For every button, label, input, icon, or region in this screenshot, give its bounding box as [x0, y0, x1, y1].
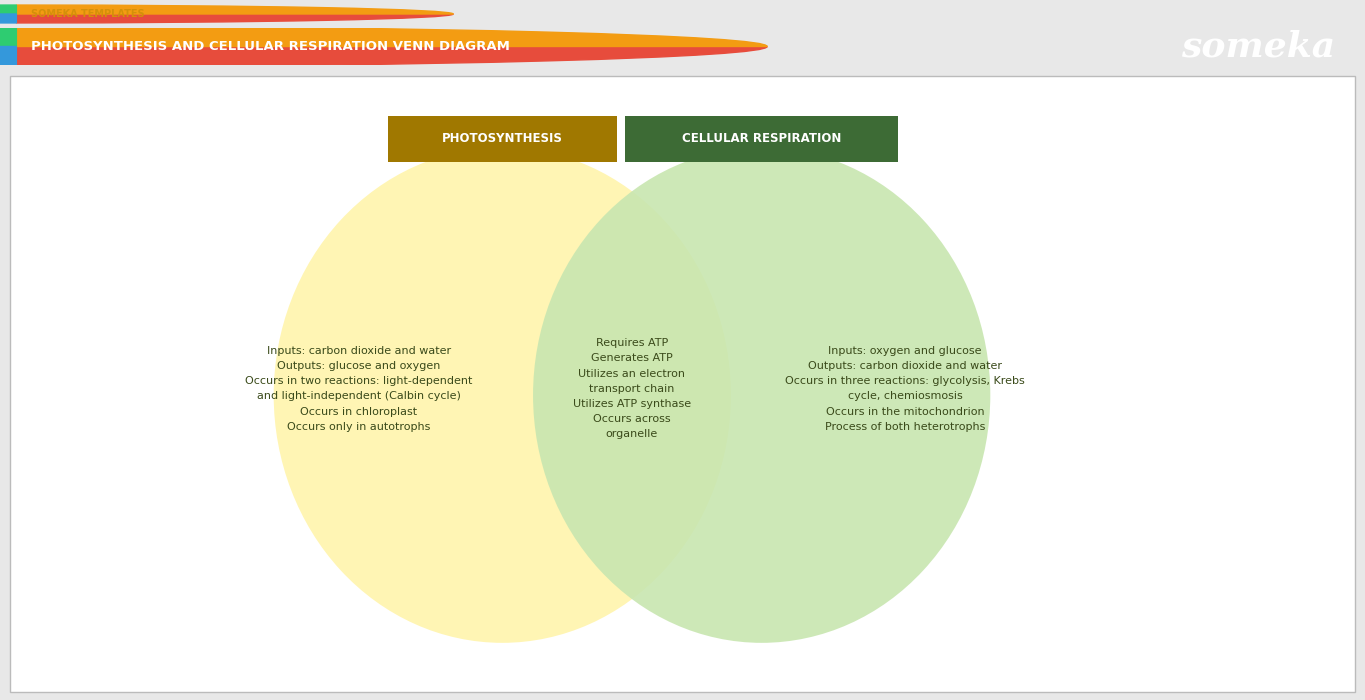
Wedge shape: [16, 5, 453, 14]
Text: PHOTOSYNTHESIS: PHOTOSYNTHESIS: [442, 132, 562, 145]
Text: Inputs: oxygen and glucose
Outputs: carbon dioxide and water
Occurs in three rea: Inputs: oxygen and glucose Outputs: carb…: [785, 346, 1025, 432]
FancyBboxPatch shape: [625, 116, 898, 162]
Wedge shape: [0, 5, 16, 14]
Text: someka: someka: [1181, 29, 1335, 64]
Wedge shape: [16, 26, 767, 46]
Wedge shape: [0, 26, 16, 46]
Text: CELLULAR RESPIRATION: CELLULAR RESPIRATION: [682, 132, 841, 145]
FancyBboxPatch shape: [388, 116, 617, 162]
Text: SOMEKA TEMPLATES: SOMEKA TEMPLATES: [31, 9, 145, 19]
Wedge shape: [16, 46, 767, 67]
Ellipse shape: [532, 148, 991, 643]
Text: PHOTOSYNTHESIS AND CELLULAR RESPIRATION VENN DIAGRAM: PHOTOSYNTHESIS AND CELLULAR RESPIRATION …: [31, 40, 511, 53]
Wedge shape: [0, 46, 16, 67]
Wedge shape: [16, 14, 453, 23]
Text: Requires ATP
Generates ATP
Utilizes an electron
transport chain
Utilizes ATP syn: Requires ATP Generates ATP Utilizes an e…: [573, 338, 691, 440]
Ellipse shape: [273, 148, 732, 643]
Text: Inputs: carbon dioxide and water
Outputs: glucose and oxygen
Occurs in two react: Inputs: carbon dioxide and water Outputs…: [246, 346, 472, 432]
Wedge shape: [0, 14, 16, 23]
FancyBboxPatch shape: [10, 76, 1355, 692]
